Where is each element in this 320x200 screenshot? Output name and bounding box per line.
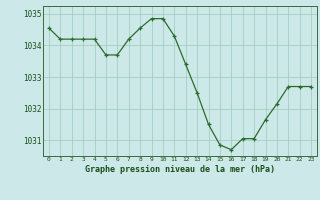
X-axis label: Graphe pression niveau de la mer (hPa): Graphe pression niveau de la mer (hPa)	[85, 165, 275, 174]
